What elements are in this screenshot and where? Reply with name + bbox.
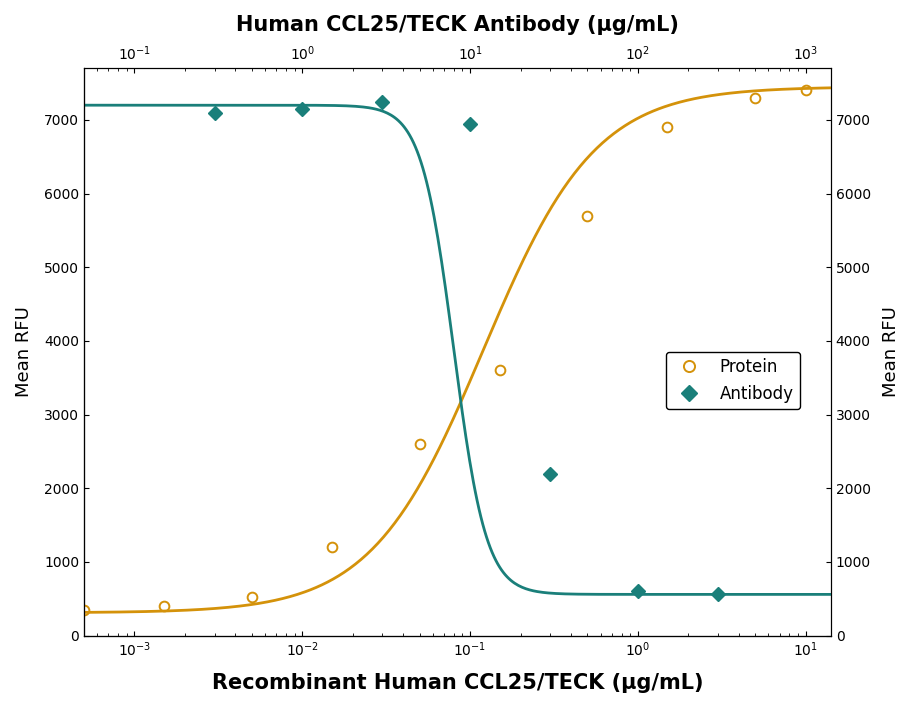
X-axis label: Recombinant Human CCL25/TECK (μg/mL): Recombinant Human CCL25/TECK (μg/mL) <box>211 673 704 693</box>
Y-axis label: Mean RFU: Mean RFU <box>882 307 900 397</box>
X-axis label: Human CCL25/TECK Antibody (μg/mL): Human CCL25/TECK Antibody (μg/mL) <box>236 15 679 35</box>
Y-axis label: Mean RFU: Mean RFU <box>15 307 33 397</box>
Legend: Protein, Antibody: Protein, Antibody <box>666 352 800 409</box>
